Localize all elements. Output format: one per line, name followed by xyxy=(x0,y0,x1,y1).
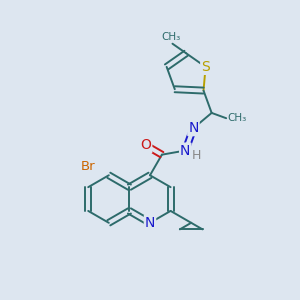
Text: N: N xyxy=(180,143,190,158)
Text: S: S xyxy=(201,60,210,74)
Text: N: N xyxy=(188,121,199,135)
Text: O: O xyxy=(140,138,151,152)
Text: H: H xyxy=(192,149,201,162)
Text: Br: Br xyxy=(81,160,95,173)
Text: CH₃: CH₃ xyxy=(228,113,247,123)
Text: CH₃: CH₃ xyxy=(161,32,181,42)
Text: N: N xyxy=(145,216,155,230)
